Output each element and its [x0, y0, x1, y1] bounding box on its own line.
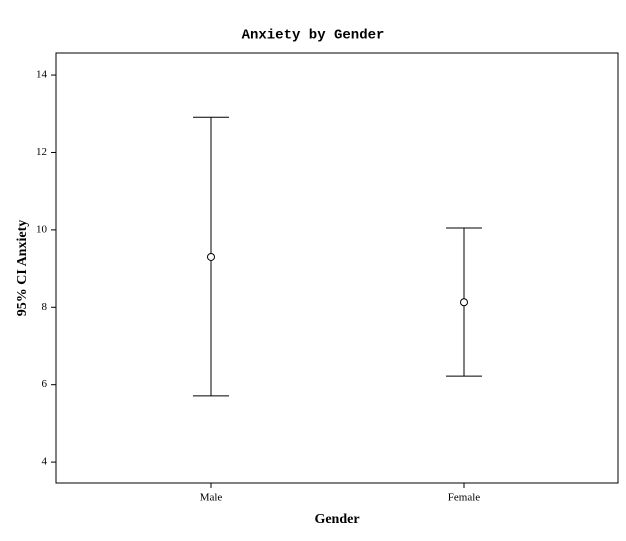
- y-tick-label: 14: [36, 69, 48, 81]
- chart-title: Anxiety by Gender: [242, 28, 385, 44]
- y-tick-label: 12: [36, 146, 47, 158]
- y-axis-label: 95% CI Anxiety: [15, 220, 30, 316]
- mean-marker: [207, 252, 215, 261]
- x-axis-label: Gender: [314, 512, 359, 527]
- y-tick-label: 10: [36, 223, 48, 235]
- y-tick-label: 6: [42, 378, 48, 390]
- mean-marker: [460, 298, 468, 307]
- y-tick-label: 4: [42, 456, 48, 468]
- x-tick-label: Male: [200, 492, 223, 504]
- y-tick-label: 8: [42, 301, 48, 313]
- plot-frame: [55, 52, 619, 484]
- x-tick-label: Female: [448, 492, 480, 504]
